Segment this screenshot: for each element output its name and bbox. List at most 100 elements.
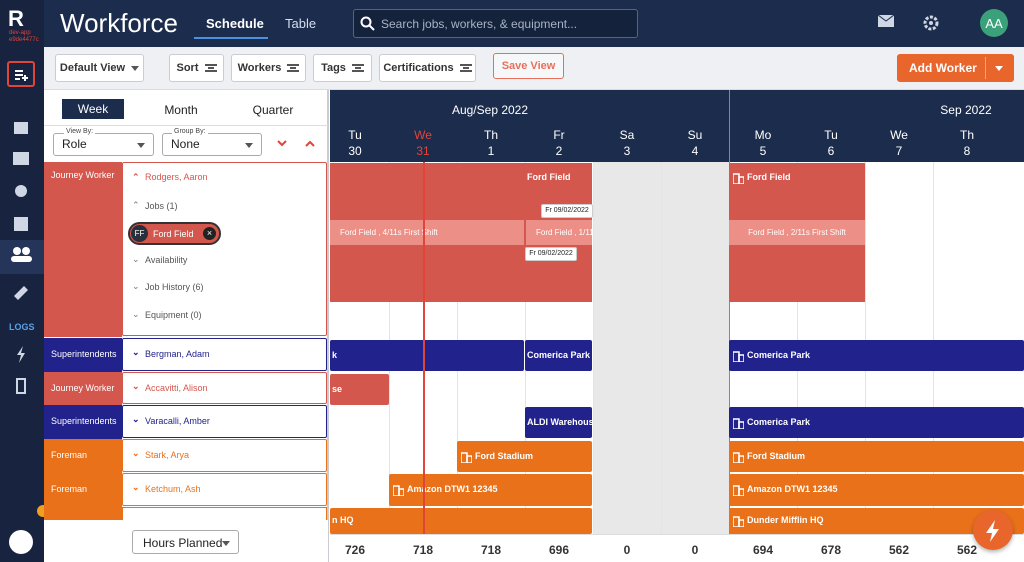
date-tooltip: Fr 09/02/2022: [525, 247, 577, 261]
tab[interactable]: Schedule: [206, 16, 264, 31]
name-cell[interactable]: Stark, Arya ⌄: [122, 439, 327, 472]
name-cell[interactable]: Ketchum, Ash ⌄: [122, 473, 327, 506]
chip-remove[interactable]: ×: [203, 227, 216, 240]
detail-label[interactable]: Equipment (0): [145, 310, 202, 320]
add-worker-label: Add Worker: [909, 61, 977, 75]
name-cell[interactable]: Rodgers, Aaron ⌃ ⌃ Jobs (1) ⌄ Availability ⌄ Jo…: [122, 162, 327, 336]
settings-icon[interactable]: [922, 14, 940, 32]
add-button[interactable]: [7, 61, 35, 87]
job-label: Dunder Mifflin HQ: [747, 515, 824, 525]
view-select[interactable]: Default View: [55, 54, 144, 82]
job-block[interactable]: se: [330, 374, 389, 405]
job-block[interactable]: Ford Stadium: [457, 441, 592, 472]
expand-controls[interactable]: [275, 138, 319, 150]
job-label: k: [332, 349, 338, 360]
filter-label: Workers: [237, 62, 282, 74]
job-block[interactable]: Comerica Park: [525, 340, 592, 371]
role-cell: Foreman: [44, 439, 122, 473]
worker-name[interactable]: Varacalli, Amber: [145, 416, 210, 426]
chevron: ⌄: [132, 414, 140, 424]
day-total: 562: [888, 543, 910, 557]
mail-icon[interactable]: [878, 15, 894, 28]
job-block[interactable]: Comerica Park: [729, 407, 1024, 438]
hours-select[interactable]: Hours Planned: [132, 530, 239, 554]
filter-icon: [351, 64, 364, 72]
day-date: 3: [623, 144, 631, 158]
save-view-button[interactable]: Save View: [493, 53, 564, 79]
detail-label[interactable]: Jobs (1): [145, 201, 178, 211]
filter-button[interactable]: Workers: [231, 54, 306, 82]
shift-stripe[interactable]: Ford Field , 2/11s First Shift: [729, 220, 865, 245]
building-icon: [461, 451, 472, 463]
job-label: Ford Field: [527, 172, 571, 182]
job-block[interactable]: k: [330, 340, 524, 371]
tab[interactable]: Table: [285, 16, 317, 31]
job-block[interactable]: Amazon DTW1 12345: [389, 474, 592, 506]
range-tab[interactable]: Week: [62, 99, 124, 119]
shift-stripe[interactable]: Ford Field , 1/11s First Shift: [526, 220, 592, 245]
select-label: View By:: [64, 128, 96, 135]
filter-button[interactable]: Tags: [313, 54, 372, 82]
worker-name[interactable]: Bergman, Adam: [145, 349, 210, 359]
env-line: e9de4477c: [9, 37, 39, 43]
day-total: 678: [820, 543, 842, 557]
shift-label: Ford Field , 2/11s First Shift: [748, 228, 846, 237]
split-divider: [985, 57, 986, 79]
search-box[interactable]: Search jobs, workers, & equipment...: [353, 9, 638, 38]
range-tab[interactable]: Month: [164, 103, 198, 117]
weekend-column: [661, 162, 729, 534]
add-worker-button[interactable]: Add Worker: [897, 54, 1014, 82]
caret[interactable]: [995, 66, 1003, 71]
day-name: Th: [483, 128, 498, 142]
group-by-select[interactable]: None: [162, 133, 262, 156]
day-name: We: [890, 128, 908, 142]
view-by-select[interactable]: Role: [53, 133, 154, 156]
job-block[interactable]: Amazon DTW1 12345: [729, 474, 1024, 506]
job-label-area[interactable]: Ford Field: [525, 163, 594, 193]
quick-action-button[interactable]: [973, 510, 1013, 550]
worker-name[interactable]: Accavitti, Alison: [145, 383, 208, 393]
job-block[interactable]: Ford Stadium: [729, 441, 1024, 472]
role-cell: Journey Worker: [44, 162, 122, 337]
job-block[interactable]: ALDI Warehous: [525, 407, 592, 438]
filter-label: Certifications: [383, 62, 454, 74]
role-cell: Superintendents: [44, 338, 122, 372]
day-date: 1: [487, 144, 495, 158]
job-block[interactable]: n HQ: [330, 508, 592, 534]
filter-button[interactable]: Sort: [169, 54, 224, 82]
detail-label[interactable]: Availability: [145, 255, 188, 265]
shift-label: Ford Field , 1/11s First Shift: [536, 228, 592, 237]
name-cell[interactable]: Varacalli, Amber ⌄: [122, 405, 327, 438]
week-divider: [729, 90, 730, 534]
worker-name[interactable]: Rodgers, Aaron: [145, 172, 208, 182]
worker-name[interactable]: Stark, Arya: [145, 450, 190, 460]
range-tab[interactable]: Quarter: [252, 103, 294, 117]
name-cell[interactable]: Accavitti, Alison ⌄: [122, 372, 327, 404]
calendar-header: [330, 90, 1024, 162]
avatar[interactable]: AA: [980, 9, 1008, 37]
worker-name[interactable]: Ketchum, Ash: [145, 484, 201, 494]
name-cell[interactable]: Bergman, Adam ⌄: [122, 338, 327, 371]
role-cell: Foreman: [44, 473, 122, 507]
job-block[interactable]: Comerica Park: [729, 340, 1024, 371]
filter-label: Tags: [321, 62, 346, 74]
panel-footer: [44, 520, 328, 562]
day-name: We: [414, 128, 432, 142]
job-label-area[interactable]: Ford Field: [729, 163, 865, 193]
job-label: n HQ: [332, 515, 354, 525]
search-placeholder: Search jobs, workers, & equipment...: [381, 17, 578, 31]
icon: [986, 520, 999, 542]
shift-stripe[interactable]: Ford Field , 4/11s First Shift: [330, 220, 524, 245]
chevron: ⌄: [132, 381, 140, 391]
nav-icons: [0, 122, 44, 394]
totals-border: [330, 534, 1024, 535]
user-icon[interactable]: [9, 530, 33, 554]
detail-label[interactable]: Job History (6): [145, 282, 204, 292]
job-chip[interactable]: FF Ford Field ×: [128, 222, 221, 245]
day-date: 7: [895, 144, 903, 158]
day-date: 31: [416, 144, 430, 158]
select-value: Hours Planned: [143, 536, 223, 550]
building-icon: [733, 350, 744, 362]
filter-button[interactable]: Certifications: [379, 54, 476, 82]
day-date: 8: [963, 144, 971, 158]
